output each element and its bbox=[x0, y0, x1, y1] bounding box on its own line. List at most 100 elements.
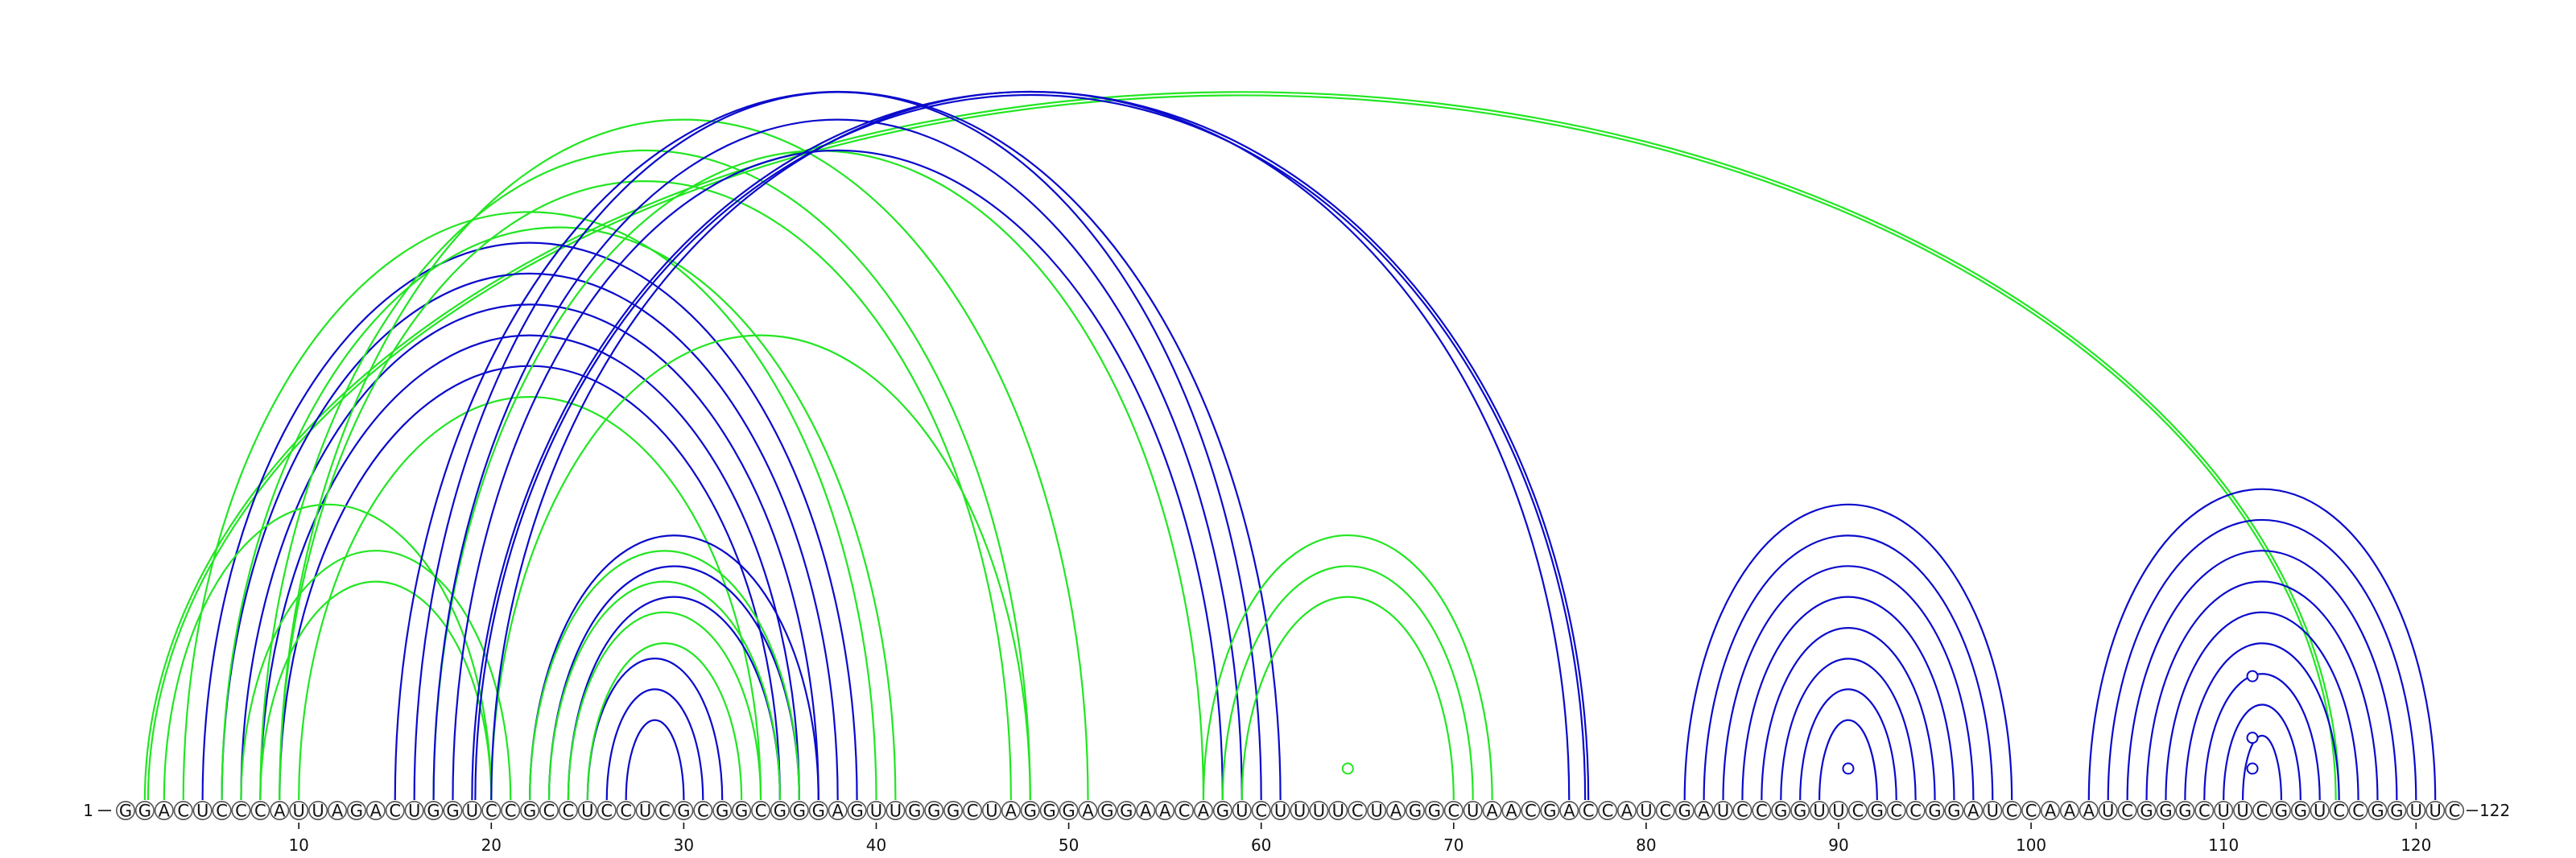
nucleotide-66: U bbox=[1370, 802, 1382, 821]
nucleotide-97: A bbox=[1967, 802, 1979, 821]
nucleotide-25: U bbox=[581, 802, 593, 821]
hairpin-marker-64 bbox=[1341, 762, 1354, 775]
nucleotide-115: U bbox=[2314, 802, 2326, 821]
nucleotide-circle-33 bbox=[732, 800, 752, 820]
nucleotide-circle-97 bbox=[1963, 800, 1984, 820]
nucleotide-83: A bbox=[1698, 802, 1710, 821]
nucleotide-circle-24 bbox=[558, 800, 578, 820]
nucleotide-circle-38 bbox=[828, 800, 848, 820]
nucleotide-circle-68 bbox=[1405, 800, 1425, 820]
nucleotide-circle-17 bbox=[423, 800, 444, 820]
nucleotide-101: A bbox=[2045, 802, 2057, 821]
nucleotide-23: C bbox=[543, 802, 555, 821]
hairpin-marker-110 bbox=[2246, 732, 2259, 745]
nucleotide-circle-119 bbox=[2387, 800, 2407, 820]
pair-arc-9-51 bbox=[279, 118, 1089, 801]
nucleotide-38: A bbox=[832, 802, 844, 821]
nucleotide-circle-23 bbox=[539, 800, 559, 820]
nucleotide-64: U bbox=[1332, 802, 1344, 821]
base-pair-arcs bbox=[143, 90, 2437, 801]
nucleotide-91: C bbox=[1852, 802, 1864, 821]
nucleotide-circle-110 bbox=[2214, 800, 2234, 820]
nucleotide-circle-107 bbox=[2156, 800, 2176, 820]
nucleotide-circle-5 bbox=[192, 800, 213, 820]
tick-label-90: 90 bbox=[1828, 835, 1848, 855]
nucleotide-68: G bbox=[1409, 802, 1422, 821]
nucleotide-113: G bbox=[2275, 802, 2288, 821]
tick-label-50: 50 bbox=[1059, 835, 1079, 855]
tick-label-100: 100 bbox=[2016, 835, 2046, 855]
nucleotide-94: C bbox=[1909, 802, 1922, 821]
nucleotide-circle-77 bbox=[1579, 800, 1599, 820]
nucleotide-circle-99 bbox=[2002, 800, 2022, 820]
nucleotide-circle-117 bbox=[2348, 800, 2368, 820]
nucleotide-118: G bbox=[2371, 802, 2384, 821]
nucleotide-63: U bbox=[1313, 802, 1325, 821]
nucleotide-22: G bbox=[523, 802, 536, 821]
nucleotide-circle-120 bbox=[2406, 800, 2426, 820]
nucleotide-46: U bbox=[985, 802, 997, 821]
hairpin-markers bbox=[1341, 670, 2259, 775]
pair-arc-7-21 bbox=[240, 550, 512, 801]
nucleotide-117: C bbox=[2352, 802, 2364, 821]
nucleotide-circle-75 bbox=[1540, 800, 1560, 820]
nucleotide-circle-57 bbox=[1193, 800, 1213, 820]
nucleotide-circle-111 bbox=[2233, 800, 2253, 820]
nucleotide-circle-12 bbox=[328, 800, 348, 820]
nucleotide-15: C bbox=[389, 802, 401, 821]
nucleotide-circle-14 bbox=[365, 800, 386, 820]
nucleotide-37: G bbox=[812, 802, 825, 821]
pair-arc-15-61 bbox=[394, 90, 1282, 801]
nucleotide-circle-103 bbox=[2079, 800, 2099, 820]
nucleotide-circle-67 bbox=[1386, 800, 1406, 820]
nucleotide-circle-29 bbox=[654, 800, 675, 820]
nucleotide-111: U bbox=[2236, 802, 2248, 821]
pair-arc-58-71 bbox=[1221, 565, 1474, 801]
nucleotide-circle-45 bbox=[963, 800, 983, 820]
nucleotide-circle-49 bbox=[1039, 800, 1059, 820]
nucleotide-circle-15 bbox=[385, 800, 405, 820]
nucleotide-56: C bbox=[1179, 802, 1191, 821]
nucleotide-4: C bbox=[177, 802, 189, 821]
hairpin-marker-90 bbox=[1842, 762, 1855, 775]
nucleotide-29: C bbox=[658, 802, 671, 821]
pair-arc-88-93 bbox=[1799, 688, 1897, 801]
nucleotide-85: C bbox=[1736, 802, 1748, 821]
nucleotide-circle-88 bbox=[1790, 800, 1810, 820]
nucleotide-circle-32 bbox=[712, 800, 733, 820]
nucleotide-69: G bbox=[1428, 802, 1441, 821]
tick-label-110: 110 bbox=[2208, 835, 2239, 855]
nucleotide-circle-18 bbox=[443, 800, 463, 820]
nucleotide-116: C bbox=[2333, 802, 2345, 821]
nucleotide-88: G bbox=[1794, 802, 1806, 821]
nucleotide-circle-65 bbox=[1348, 800, 1368, 820]
nucleotide-circle-55 bbox=[1155, 800, 1175, 820]
nucleotide-14: A bbox=[370, 802, 382, 821]
pair-arc-89-92 bbox=[1818, 719, 1878, 801]
nucleotide-circle-101 bbox=[2041, 800, 2061, 820]
end-label: 122 bbox=[2479, 801, 2510, 820]
nucleotide-circle-2 bbox=[134, 800, 155, 820]
pair-arc-84-97 bbox=[1722, 565, 1975, 801]
nucleotide-circle-78 bbox=[1598, 800, 1618, 820]
nucleotide-circle-82 bbox=[1674, 800, 1695, 820]
pair-arc-26-31 bbox=[605, 688, 704, 801]
nucleotide-circle-35 bbox=[770, 800, 790, 820]
pair-arc-59-70 bbox=[1241, 596, 1455, 801]
nucleotide-circle-44 bbox=[943, 800, 964, 820]
nucleotide-circle-48 bbox=[1020, 800, 1040, 820]
nucleotide-55: A bbox=[1159, 802, 1171, 821]
nucleotide-34: C bbox=[755, 802, 767, 821]
nucleotide-77: C bbox=[1583, 802, 1595, 821]
nucleotide-circle-42 bbox=[905, 800, 925, 820]
start-label: 1 bbox=[83, 801, 93, 820]
nucleotide-11: U bbox=[312, 802, 324, 821]
nucleotide-circle-53 bbox=[1117, 800, 1137, 820]
nucleotide-72: A bbox=[1486, 802, 1498, 821]
nucleotide-circle-37 bbox=[808, 800, 828, 820]
nucleotide-circle-89 bbox=[1810, 800, 1830, 820]
nucleotide-19: U bbox=[466, 802, 478, 821]
nucleotide-103: A bbox=[2083, 802, 2095, 821]
